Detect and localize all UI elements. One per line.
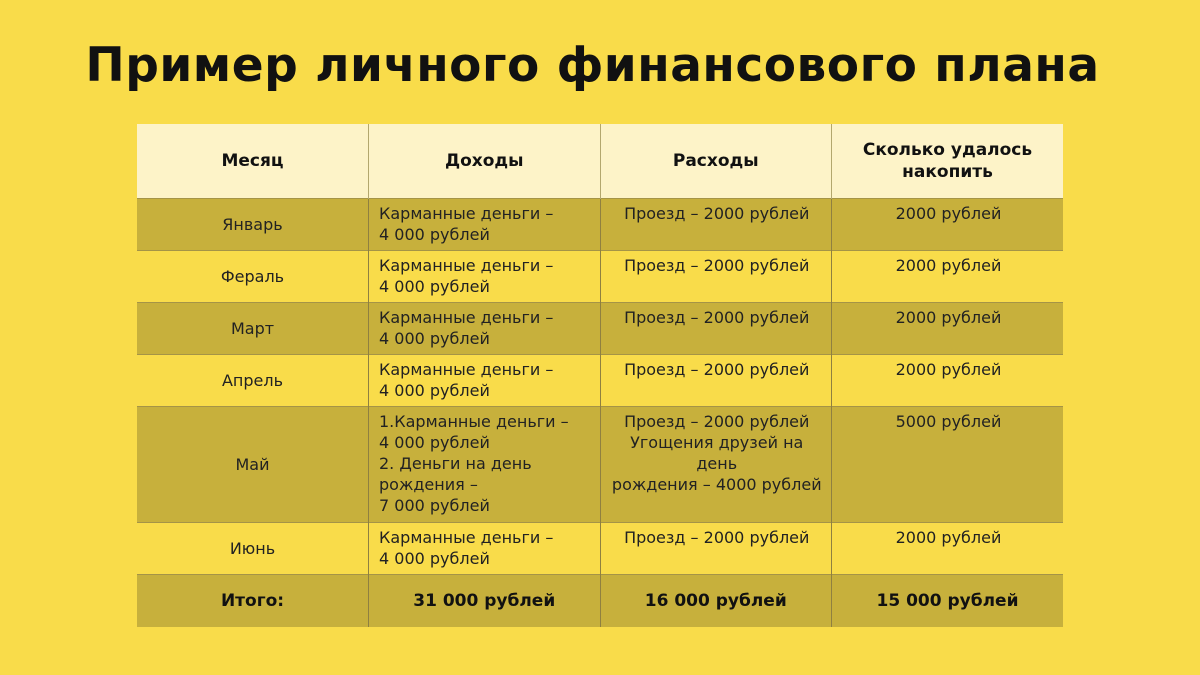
income-cell-line: 1.Карманные деньги – (379, 411, 592, 432)
savings-cell: 2000 рублей (832, 251, 1064, 303)
expenses-cell: Проезд – 2000 рублей (600, 303, 832, 355)
income-cell-line: Карманные деньги – (379, 203, 592, 224)
income-cell-line: Карманные деньги – (379, 527, 592, 548)
income-cell-line: Карманные деньги – (379, 307, 592, 328)
income-cell-line: Карманные деньги – (379, 255, 592, 276)
month-cell: Апрель (137, 355, 369, 407)
income-cell-line: 4 000 рублей (379, 548, 592, 569)
income-cell: Карманные деньги –4 000 рублей (369, 199, 601, 251)
total-label: Итого: (137, 575, 369, 628)
table-header-row: Месяц Доходы Расходы Сколько удалось нак… (137, 124, 1063, 199)
savings-cell: 2000 рублей (832, 523, 1064, 575)
expenses-cell-line: рождения – 4000 рублей (611, 474, 824, 495)
income-cell-line: 4 000 рублей (379, 328, 592, 349)
expenses-cell: Проезд – 2000 рублей (600, 251, 832, 303)
income-cell-line: Карманные деньги – (379, 359, 592, 380)
total-row: Итого: 31 000 рублей 16 000 рублей 15 00… (137, 575, 1063, 628)
expenses-cell-line: Угощения друзей на день (611, 432, 824, 474)
expenses-cell: Проезд – 2000 рублей (600, 199, 832, 251)
table-row: Март Карманные деньги –4 000 рублей Проезд… (137, 303, 1063, 355)
page-title: Пример личного финансового плана (0, 38, 1185, 93)
month-cell: Май (137, 407, 369, 523)
total-income: 31 000 рублей (369, 575, 601, 628)
table-row: Май 1.Карманные деньги –4 000 рублей 2. Де… (137, 407, 1063, 523)
savings-cell: 2000 рублей (832, 199, 1064, 251)
table-row: Фераль Карманные деньги –4 000 рублей Прое… (137, 251, 1063, 303)
income-cell-line: 4 000 рублей (379, 276, 592, 297)
expenses-cell-line: Проезд – 2000 рублей (611, 307, 824, 328)
expenses-cell-line: Проезд – 2000 рублей (611, 527, 824, 548)
header-income: Доходы (369, 124, 601, 199)
total-expenses: 16 000 рублей (600, 575, 832, 628)
expenses-cell-line: Проезд – 2000 рублей (611, 203, 824, 224)
expenses-cell-line: Проезд – 2000 рублей (611, 359, 824, 380)
header-month: Месяц (137, 124, 369, 199)
savings-cell: 5000 рублей (832, 407, 1064, 523)
income-cell-line: 7 000 рублей (379, 495, 592, 516)
income-cell-line: 4 000 рублей (379, 224, 592, 245)
expenses-cell: Проезд – 2000 рублей Угощения друзей на д… (600, 407, 832, 523)
income-cell-line: 4 000 рублей (379, 380, 592, 401)
table-row: Июнь Карманные деньги –4 000 рублей Проезд… (137, 523, 1063, 575)
header-savings: Сколько удалось накопить (832, 124, 1064, 199)
financial-plan-table: Месяц Доходы Расходы Сколько удалось нак… (137, 124, 1063, 627)
table-row: Январь Карманные деньги –4 000 рублей Прое… (137, 199, 1063, 251)
month-cell: Январь (137, 199, 369, 251)
expenses-cell-line: Проезд – 2000 рублей (611, 255, 824, 276)
income-cell-line: 4 000 рублей (379, 432, 592, 453)
income-cell-line: 2. Деньги на день (379, 453, 592, 474)
expenses-cell: Проезд – 2000 рублей (600, 523, 832, 575)
income-cell-line: рождения – (379, 474, 592, 495)
income-cell: Карманные деньги –4 000 рублей (369, 355, 601, 407)
month-cell: Март (137, 303, 369, 355)
income-cell: Карманные деньги –4 000 рублей (369, 251, 601, 303)
total-savings: 15 000 рублей (832, 575, 1064, 628)
income-cell: 1.Карманные деньги –4 000 рублей 2. Деньг… (369, 407, 601, 523)
expenses-cell: Проезд – 2000 рублей (600, 355, 832, 407)
table-row: Апрель Карманные деньги –4 000 рублей Прое… (137, 355, 1063, 407)
month-cell: Фераль (137, 251, 369, 303)
income-cell: Карманные деньги –4 000 рублей (369, 303, 601, 355)
header-expenses: Расходы (600, 124, 832, 199)
savings-cell: 2000 рублей (832, 355, 1064, 407)
savings-cell: 2000 рублей (832, 303, 1064, 355)
income-cell: Карманные деньги –4 000 рублей (369, 523, 601, 575)
expenses-cell-line: Проезд – 2000 рублей (611, 411, 824, 432)
month-cell: Июнь (137, 523, 369, 575)
